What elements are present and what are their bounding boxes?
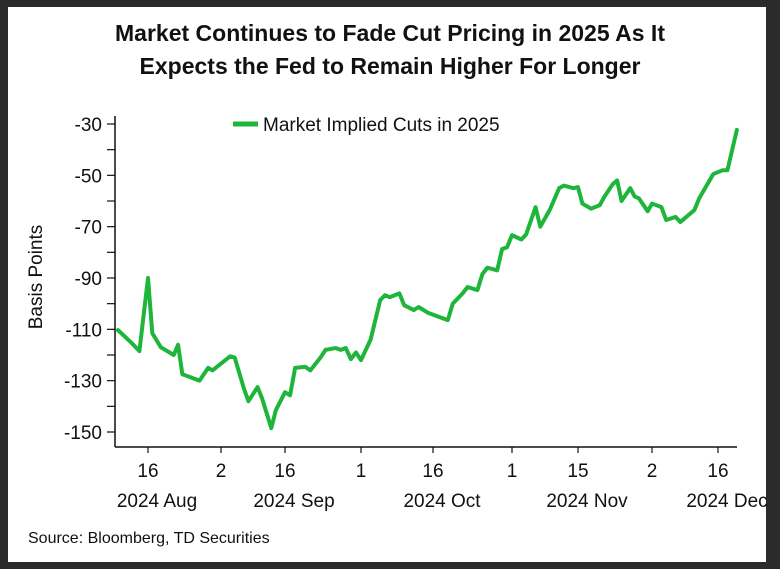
y-tick-label: -110 [65,320,102,341]
x-tick-label: 15 [567,461,588,482]
x-tick-label: 16 [274,461,295,482]
series-marks [115,127,739,431]
x-tick-label: 1 [356,461,367,482]
x-tick-sublabel: 2024 Aug [117,491,197,512]
axes: -30 -50 -70 -90 -110 -130 -150 16 2024 Aug 2 16 202… [64,115,768,512]
x-tick-label: 2 [216,461,227,482]
x-tick-label: 16 [707,461,728,482]
x-tick-sublabel: 2024 Nov [546,491,628,512]
chart-card [8,7,766,562]
chart-title-line-2: Expects the Fed to Remain Higher For Lon… [139,53,641,79]
y-tick-label: -50 [75,166,102,187]
y-tick-label: -90 [75,269,102,290]
source-note: Source: Bloomberg, TD Securities [28,530,270,547]
chart-title: Market Continues to Fade Cut Pricing in … [0,17,780,83]
x-tick-sublabel: 2024 Dec [686,491,767,512]
x-tick-sublabel: 2024 Sep [253,491,334,512]
y-axis-label: Basis Points [26,225,47,330]
x-tick-label: 1 [507,461,518,482]
y-tick-label: -30 [75,115,102,136]
x-tick-label: 16 [137,461,158,482]
y-tick-label: -150 [64,423,102,444]
x-tick-label: 2 [647,461,658,482]
chart-title-line-1: Market Continues to Fade Cut Pricing in … [115,20,665,46]
x-tick-label: 16 [422,461,443,482]
legend: Market Implied Cuts in 2025 [233,115,500,136]
x-tick-sublabel: 2024 Oct [403,491,481,512]
legend-label: Market Implied Cuts in 2025 [263,115,500,136]
y-tick-label: -130 [64,372,102,393]
y-tick-label: -70 [75,218,102,239]
series-line [115,127,739,431]
